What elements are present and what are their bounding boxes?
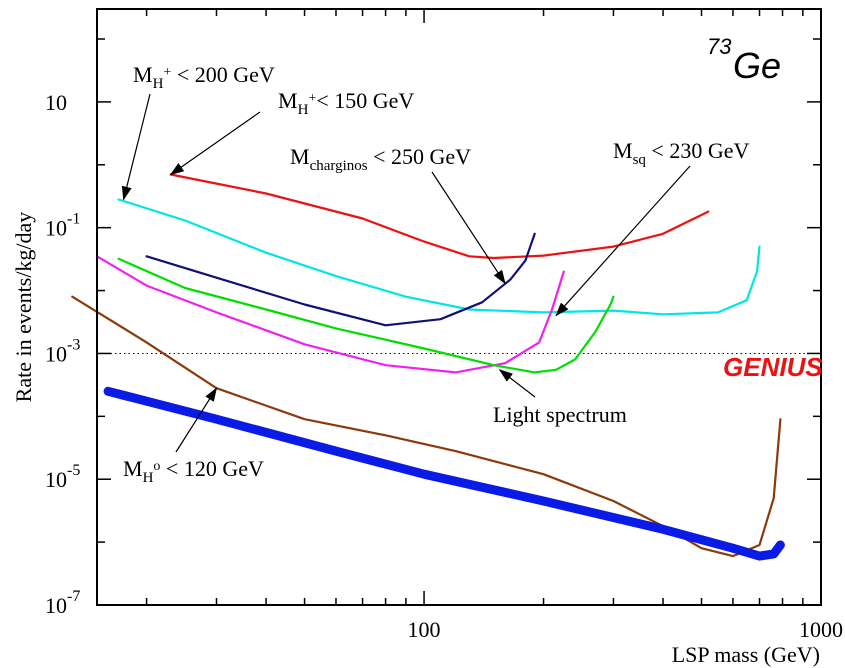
x-axis-label: LSP mass (GeV) <box>672 642 820 667</box>
series-line-light <box>117 257 615 374</box>
x-tick-label: 1000 <box>799 617 843 642</box>
plot-frame <box>96 8 822 606</box>
series-line-genius <box>103 386 785 561</box>
annotation-label-msq: Msq < 230 GeV <box>613 138 749 168</box>
annotation-label-mh200: MH+ < 200 GeV <box>133 62 275 92</box>
isotope-mass-label: 73 <box>707 34 732 59</box>
annotation-label-light: Light spectrum <box>493 402 627 427</box>
series-line-mh200 <box>117 198 761 316</box>
y-tick-label: 10-1 <box>45 211 80 241</box>
y-tick-label: 10 <box>45 90 67 115</box>
y-tick-label: 10-3 <box>45 336 80 366</box>
series-line-mh0 <box>71 295 782 558</box>
y-tick-label: 10-7 <box>45 588 80 618</box>
annotation-label-mh150: MH+< 150 GeV <box>278 88 414 118</box>
annotation-arrow-mh200 <box>121 93 151 201</box>
annotation-arrow-mh0 <box>175 387 218 453</box>
annotation-arrow-light <box>498 369 536 398</box>
y-tick-label: 10-5 <box>45 462 80 492</box>
series-line-msq <box>95 255 565 374</box>
x-tick-label: 100 <box>408 617 441 642</box>
isotope-symbol-label: Ge <box>733 45 781 86</box>
annotation-arrow-charginos <box>431 171 506 285</box>
annotation-label-charginos: Mcharginos < 250 GeV <box>290 144 471 174</box>
series-line-charginos <box>145 232 536 327</box>
annotation-arrow-msq <box>555 165 691 317</box>
y-axis-label: Rate in events/kg/day <box>11 212 36 403</box>
genius-label: GENIUS <box>723 352 823 382</box>
series-line-mh150 <box>169 173 710 260</box>
annotation-arrow-mh150 <box>169 111 261 176</box>
annotation-label-mh0: MHo < 120 GeV <box>123 456 264 486</box>
